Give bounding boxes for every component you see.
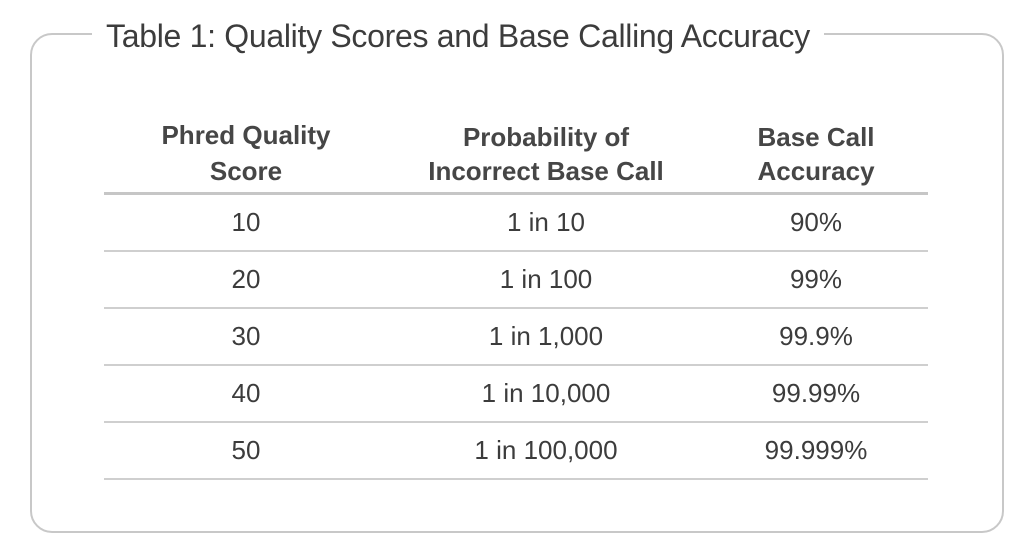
- header-line: Accuracy: [757, 156, 875, 186]
- cell-accuracy: 99%: [789, 264, 843, 294]
- header-line: Score: [209, 156, 283, 186]
- table-row: 10 1 in 10 90%: [104, 195, 928, 252]
- cell-accuracy: 99.99%: [771, 378, 861, 408]
- cell-score: 30: [231, 321, 261, 351]
- table-frame: [30, 33, 1004, 533]
- table-title: Table 1: Quality Scores and Base Calling…: [92, 16, 824, 56]
- header-line: Phred Quality: [161, 120, 331, 150]
- table-header-row: Phred Quality Score Probability of Incor…: [104, 118, 928, 195]
- cell-probability: 1 in 10: [506, 207, 586, 237]
- header-phred-quality-score: Phred Quality Score: [104, 118, 388, 192]
- cell-probability: 1 in 100: [499, 264, 593, 294]
- cell-score: 50: [231, 435, 261, 465]
- cell-probability: 1 in 100,000: [474, 435, 618, 465]
- table-row: 50 1 in 100,000 99.999%: [104, 423, 928, 480]
- header-probability-incorrect: Probability of Incorrect Base Call: [388, 118, 704, 192]
- header-line: Base Call: [757, 122, 875, 152]
- cell-score: 40: [231, 378, 261, 408]
- cell-accuracy: 99.9%: [779, 321, 853, 351]
- cell-probability: 1 in 1,000: [488, 321, 604, 351]
- table-row: 30 1 in 1,000 99.9%: [104, 309, 928, 366]
- cell-score: 20: [231, 264, 261, 294]
- header-line: Incorrect Base Call: [428, 156, 664, 186]
- cell-probability: 1 in 10,000: [481, 378, 611, 408]
- header-base-call-accuracy: Base Call Accuracy: [704, 118, 928, 192]
- cell-accuracy: 99.999%: [764, 435, 868, 465]
- table-row: 20 1 in 100 99%: [104, 252, 928, 309]
- cell-score: 10: [231, 207, 261, 237]
- table-row: 40 1 in 10,000 99.99%: [104, 366, 928, 423]
- quality-table: Phred Quality Score Probability of Incor…: [104, 118, 928, 480]
- cell-accuracy: 90%: [789, 207, 843, 237]
- header-line: Probability of: [462, 122, 630, 152]
